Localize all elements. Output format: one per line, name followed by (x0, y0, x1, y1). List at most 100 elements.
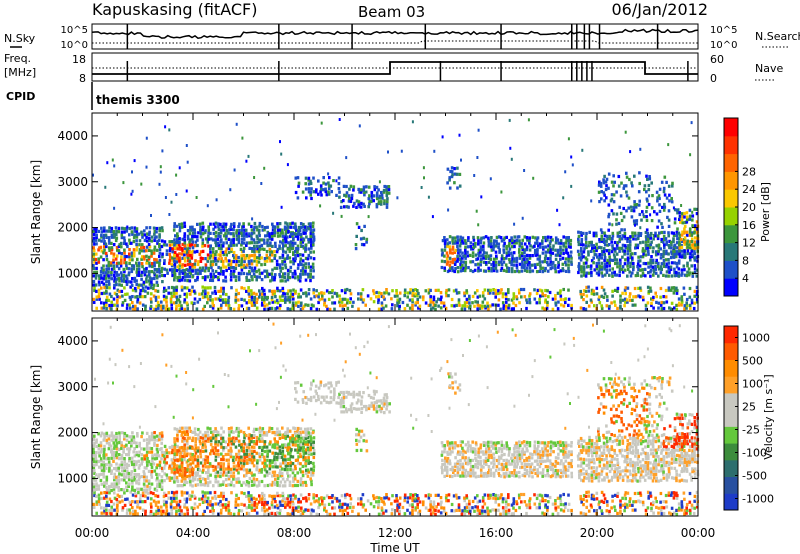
noise-spikes (126, 24, 659, 49)
data-cell (299, 512, 303, 516)
data-cell (140, 277, 143, 281)
data-cell (439, 503, 443, 507)
data-cell (103, 274, 106, 278)
data-cell (417, 496, 420, 501)
data-cell (657, 301, 661, 305)
data-cell (156, 505, 160, 509)
data-cell (403, 294, 406, 298)
data-cell (549, 235, 553, 240)
data-cell (505, 300, 508, 304)
data-cell (147, 491, 150, 495)
data-cell (150, 462, 153, 466)
data-cell (680, 273, 683, 277)
data-cell (562, 235, 565, 239)
data-cell (541, 239, 544, 243)
data-cell (641, 249, 645, 253)
data-cell (319, 204, 322, 208)
data-cell (219, 229, 223, 233)
data-cell (178, 279, 181, 283)
data-cell (675, 512, 679, 516)
data-cell (155, 280, 159, 284)
data-cell (130, 269, 134, 274)
data-cell (515, 502, 519, 506)
data-cell (301, 225, 305, 229)
data-cell (137, 466, 141, 470)
data-cell (377, 291, 381, 295)
data-cell (631, 503, 634, 507)
data-cell (112, 230, 116, 234)
data-cell (269, 279, 272, 283)
data-cell (626, 261, 630, 265)
data-cell (243, 228, 246, 232)
data-cell (608, 273, 611, 277)
data-cell (209, 509, 212, 513)
data-cell (608, 268, 611, 272)
data-cell (683, 227, 686, 231)
data-cell (611, 234, 615, 238)
data-cell (593, 245, 597, 250)
data-cell (657, 252, 660, 256)
data-cell (589, 503, 593, 507)
data-cell (159, 304, 163, 308)
data-cell (595, 271, 599, 275)
data-cell (148, 435, 151, 439)
data-cell (118, 441, 121, 445)
data-cell (587, 509, 591, 513)
data-cell (434, 512, 437, 516)
data-cell (175, 173, 178, 177)
data-cell (458, 250, 462, 254)
data-cell (474, 300, 477, 304)
data-cell (258, 256, 261, 260)
data-cell (437, 493, 440, 497)
data-cell (116, 288, 120, 292)
data-cell (104, 251, 108, 255)
data-cell (567, 303, 570, 307)
data-cell (93, 441, 96, 445)
data-cell (361, 288, 365, 292)
data-cell (261, 286, 264, 291)
data-cell (300, 238, 303, 242)
data-cell (188, 275, 191, 279)
data-cell (403, 493, 407, 497)
data-cell (479, 259, 483, 264)
data-cell (215, 250, 218, 254)
data-cell (289, 246, 292, 250)
data-cell (450, 304, 454, 308)
data-cell (680, 212, 684, 216)
data-cell (309, 250, 312, 254)
data-cell (505, 269, 508, 273)
data-cell (669, 267, 673, 271)
data-cell (487, 266, 490, 270)
data-cell (463, 499, 466, 503)
data-cell (175, 295, 179, 299)
data-cell (301, 259, 305, 263)
data-cell (145, 443, 149, 447)
data-cell (540, 494, 544, 498)
data-cell (646, 237, 650, 241)
data-cell (497, 508, 500, 512)
data-cell (120, 289, 124, 293)
data-cell (544, 288, 547, 293)
data-cell (658, 231, 661, 235)
data-cell (234, 256, 238, 260)
data-cell (579, 231, 583, 235)
data-cell (201, 307, 205, 311)
data-cell (688, 227, 692, 231)
data-cell (95, 297, 98, 301)
data-cell (541, 245, 545, 249)
data-cell (195, 196, 198, 199)
data-cell (141, 431, 144, 435)
data-cell (467, 236, 470, 240)
data-cell (128, 241, 132, 245)
data-cell (125, 229, 129, 233)
data-cell (299, 303, 303, 308)
data-cell (345, 191, 349, 195)
data-cell (442, 509, 446, 513)
data-cell (100, 276, 103, 280)
data-cell (471, 251, 475, 255)
data-cell (271, 275, 274, 279)
data-cell (319, 184, 323, 188)
data-cell (665, 300, 669, 304)
data-cell (322, 176, 325, 180)
